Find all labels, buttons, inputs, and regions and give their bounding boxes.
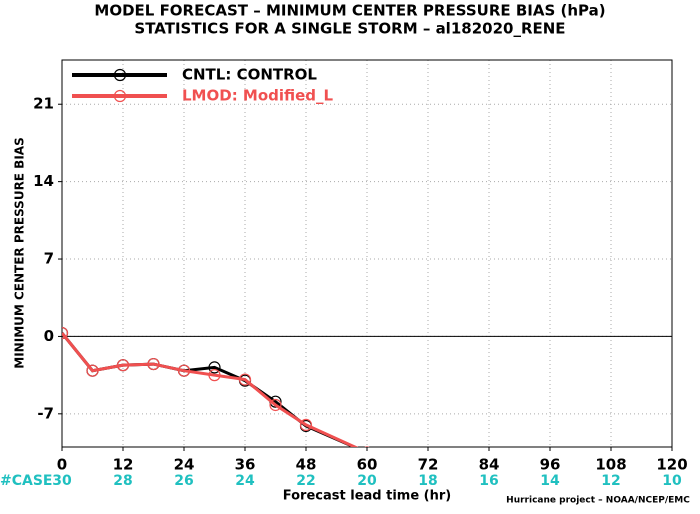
case-count: 30: [52, 473, 72, 489]
x-tick-label: 0: [57, 456, 67, 474]
case-count: 12: [601, 473, 620, 489]
legend-marker: [113, 89, 127, 103]
case-count: 16: [479, 473, 498, 489]
case-count: 14: [540, 473, 560, 489]
case-label: #CASE: [0, 473, 53, 489]
case-count: 18: [418, 473, 437, 489]
point-marker: [423, 503, 434, 514]
point-marker: [62, 327, 69, 340]
point-marker: [208, 369, 221, 382]
point-marker: [177, 364, 191, 377]
chart-subtitle: STATISTICS FOR A SINGLE STORM – al182020…: [134, 20, 565, 38]
y-tick-label: 14: [33, 172, 54, 190]
point-marker: [269, 398, 282, 412]
legend-label: LMOD: Modified_L: [182, 87, 334, 105]
footer: Hurricane project – NOAA/NCEP/EMC: [506, 496, 690, 506]
y-tick-label: -7: [37, 404, 54, 422]
series-line: [62, 332, 359, 447]
point-marker: [116, 359, 130, 372]
x-tick-label: 72: [418, 456, 439, 474]
point-marker: [238, 373, 252, 386]
x-tick-label: 48: [296, 456, 317, 474]
y-tick-label: 21: [33, 95, 54, 113]
point-marker: [86, 364, 99, 377]
x-tick-label: 60: [357, 456, 378, 474]
chart-title: MODEL FORECAST – MINIMUM CENTER PRESSURE…: [94, 2, 605, 20]
plot-area: [62, 327, 434, 514]
case-count: 26: [174, 473, 193, 489]
point-marker: [208, 361, 221, 374]
x-tick-label: 24: [174, 456, 195, 474]
x-tick-label: 12: [113, 456, 134, 474]
point-marker: [299, 418, 313, 431]
x-tick-label: 84: [479, 456, 500, 474]
y-tick-label: 0: [44, 327, 54, 345]
y-tick-label: 7: [44, 250, 54, 268]
x-tick-label: 36: [235, 456, 256, 474]
case-count: 28: [113, 473, 132, 489]
legend-label: CNTL: CONTROL: [182, 66, 317, 84]
point-marker: [147, 357, 160, 371]
x-tick-label: 96: [540, 456, 561, 474]
y-axis-label: MINIMUM CENTER PRESSURE BIAS: [13, 137, 27, 368]
case-count: 22: [296, 473, 315, 489]
case-count: 20: [357, 473, 377, 489]
case-count: 24: [235, 473, 255, 489]
x-axis-label: Forecast lead time (hr): [283, 489, 451, 504]
x-tick-label: 120: [656, 456, 687, 474]
case-count: 10: [662, 473, 682, 489]
legend-marker: [113, 68, 127, 82]
x-tick-label: 108: [595, 456, 626, 474]
